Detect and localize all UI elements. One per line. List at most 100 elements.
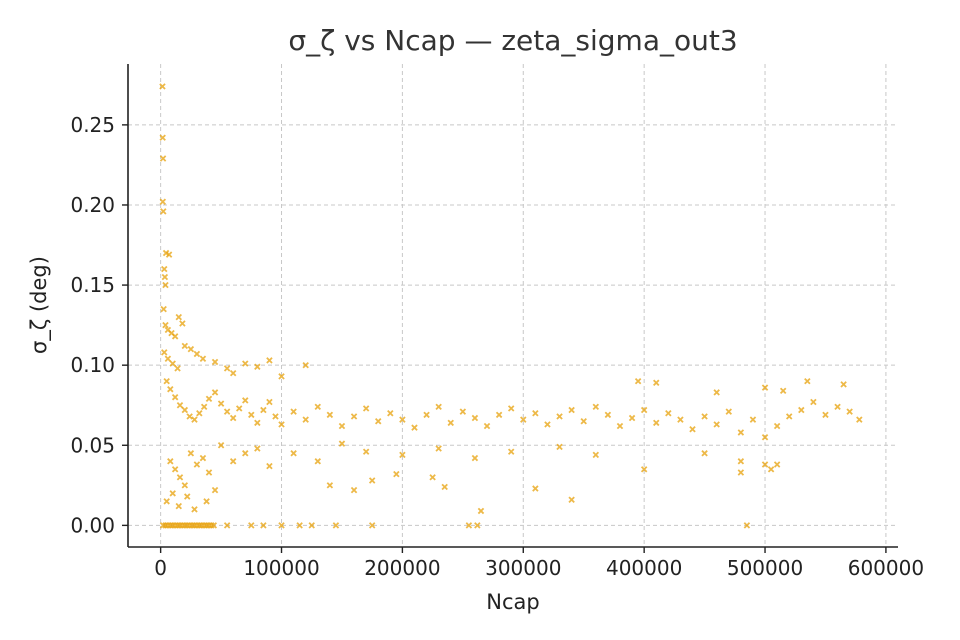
scatter-point (181, 406, 189, 414)
scatter-point (713, 421, 720, 428)
scatter-point (164, 355, 172, 363)
scatter-point (640, 406, 648, 414)
scatter-point (161, 273, 169, 281)
scatter-point (387, 409, 394, 417)
scatter-point (411, 424, 418, 431)
scatter-point (223, 522, 231, 529)
scatter-point (592, 403, 600, 411)
scatter-point (159, 134, 166, 141)
scatter-point (810, 398, 817, 406)
scatter-point (302, 416, 309, 423)
scatter-point (181, 342, 189, 350)
scatter-point (308, 522, 315, 529)
scatter-point (804, 377, 811, 385)
scatter-point (779, 387, 787, 395)
y-tick-label: 0.15 (70, 273, 115, 297)
scatter-point (161, 265, 168, 273)
scatter-point (834, 403, 841, 411)
grid (128, 64, 898, 547)
x-tick-label: 300000 (485, 556, 561, 580)
scatter-point (368, 477, 376, 484)
scatter-point (254, 445, 261, 452)
scatter-point (471, 454, 479, 462)
scatter-point (167, 385, 174, 393)
scatter-point (665, 409, 672, 417)
scatter-point (159, 198, 167, 206)
scatter-point (447, 419, 454, 427)
scatter-point (761, 461, 769, 468)
scatter-point (266, 398, 273, 406)
scatter-point (580, 418, 587, 425)
scatter-point (176, 401, 184, 409)
scatter-point (302, 361, 309, 369)
scatter-point (653, 379, 660, 387)
scatter-point (211, 358, 219, 366)
scatter-point (229, 458, 237, 465)
scatter-point (223, 408, 231, 415)
scatter-point (191, 416, 198, 423)
scatter-point (532, 409, 539, 417)
scatter-point (200, 403, 208, 411)
scatter-point (435, 445, 442, 452)
scatter-point (211, 486, 219, 494)
scatter-point (532, 485, 539, 492)
scatter-point (785, 413, 793, 420)
scatter-point (761, 434, 769, 441)
scatter-point (162, 281, 169, 289)
scatter-point (507, 405, 515, 412)
scatter-point (248, 411, 255, 419)
scatter-point (556, 413, 563, 420)
scatter-point (175, 502, 183, 510)
scatter-point (429, 474, 436, 481)
scatter-point (163, 377, 170, 385)
scatter-point (822, 411, 829, 419)
scatter-point (161, 349, 168, 356)
y-tick-label: 0.10 (70, 353, 115, 377)
scatter-point (604, 411, 612, 419)
scatter-point (169, 490, 176, 497)
scatter-point (278, 421, 285, 428)
x-axis-label: Ncap (486, 590, 539, 614)
scatter-point (856, 416, 863, 423)
scatter-point (196, 409, 203, 417)
scatter-point (235, 405, 243, 412)
scatter-point (737, 458, 745, 465)
scatter-point (181, 482, 189, 489)
scatter-point (229, 414, 237, 422)
scatter-point (616, 422, 624, 430)
scatter-point (229, 369, 237, 377)
scatter-point (773, 461, 781, 468)
scatter-point (205, 395, 213, 403)
scatter-point (737, 429, 745, 436)
scatter-point (171, 393, 179, 401)
scatter-point (465, 522, 473, 529)
scatter-point (701, 413, 708, 420)
scatter-point (266, 462, 273, 470)
scatter-point (254, 419, 261, 427)
scatter-point (203, 498, 210, 505)
scatter-point (483, 422, 491, 430)
scatter-point (677, 416, 684, 423)
scatter-point (399, 416, 406, 423)
scatter-point (210, 522, 218, 529)
scatter-point (290, 450, 297, 457)
scatter-point (568, 406, 575, 414)
scatter-point (374, 418, 382, 425)
scatter-point (435, 403, 442, 411)
x-tick-label: 0 (154, 556, 167, 580)
scatter-point (272, 413, 279, 420)
y-tick-label: 0.05 (70, 433, 115, 457)
scatter-point (205, 469, 213, 476)
scatter-point (159, 155, 167, 162)
scatter-point (634, 377, 642, 385)
scatter-point (767, 466, 775, 473)
y-ticks: 0.00 0.05 0.10 0.15 0.20 0.25 (70, 113, 128, 537)
scatter-point (160, 208, 167, 215)
scatter-point (193, 350, 201, 358)
scatter-point (165, 251, 173, 258)
y-axis-label: σ_ζ (deg) (27, 256, 52, 354)
y-tick-label: 0.25 (70, 113, 115, 137)
scatter-point (350, 486, 358, 494)
scatter-point (169, 360, 176, 367)
